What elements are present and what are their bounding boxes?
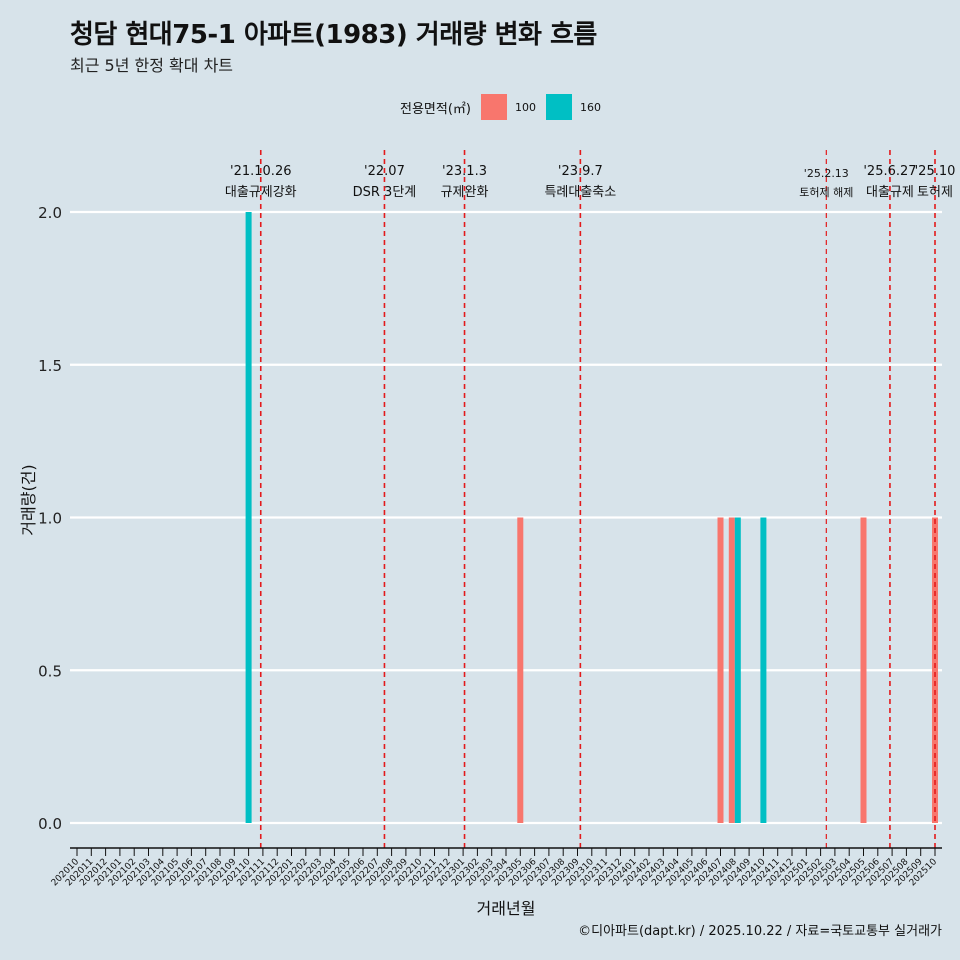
y-axis-title: 거래량(건) [19,464,38,535]
event-label: 대출규제강화 [225,185,297,200]
y-tick-label: 0.0 [38,815,62,833]
bar-160-202110 [245,212,252,823]
event-date: '23.1.3 [442,164,487,179]
y-tick-label: 1.5 [38,357,62,375]
event-label: DSR 3단계 [353,185,417,200]
legend-label-100: 100 [514,100,536,114]
bar-100-202505 [860,517,867,823]
event-date: '25.10 [915,164,956,179]
chart-subtitle: 최근 5년 한정 확대 차트 [70,56,234,75]
event-label: 대출규제 [866,185,914,200]
bar-160-202408 [734,517,741,823]
event-date: '21.10.26 [230,164,291,179]
bar-160-202410 [760,517,767,823]
legend-key-160 [545,94,572,120]
event-label: 규제완화 [441,185,489,200]
event-date: '23.9.7 [558,164,603,179]
event-date: '22.07 [364,164,405,179]
event-label: 토허제 [917,185,953,200]
event-label: 특례대출축소 [544,185,616,200]
bar-100-202408 [728,517,735,823]
legend-key-100 [480,94,507,120]
legend-title: 전용면적(㎡) [400,101,471,117]
event-date: '25.6.27 [863,164,916,179]
bar-100-202305 [517,517,524,823]
bar-100-202407 [717,517,724,823]
bar-100-202510 [932,517,938,823]
source-caption: ©디아파트(dapt.kr) / 2025.10.22 / 자료=국토교통부 실… [578,924,942,939]
y-tick-label: 2.0 [38,204,62,222]
y-tick-label: 1.0 [38,510,62,528]
x-axis-title: 거래년월 [477,899,536,918]
event-label: 토허제 해제 [799,185,853,199]
chart-title: 청담 현대75-1 아파트(1983) 거래량 변화 흐름 [70,20,597,50]
legend: 전용면적(㎡) 100 160 [400,92,601,122]
legend-label-160: 160 [579,100,601,114]
event-date: '25.2.13 [804,167,849,180]
y-tick-label: 0.5 [38,662,62,680]
